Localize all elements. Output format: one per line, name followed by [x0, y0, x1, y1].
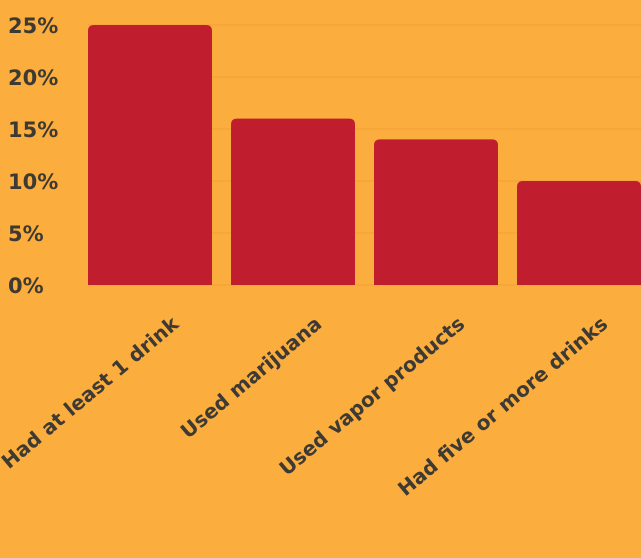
- x-category-label: Had at least 1 drink: [0, 311, 184, 473]
- bar: [231, 118, 355, 285]
- bars: [88, 25, 641, 285]
- bar: [517, 181, 641, 285]
- y-tick-label: 15%: [8, 118, 58, 142]
- x-category-label: Used marijuana: [176, 311, 327, 443]
- bar: [88, 25, 212, 285]
- y-tick-label: 0%: [8, 274, 44, 298]
- y-tick-label: 20%: [8, 66, 58, 90]
- y-axis-tick-labels: 0% 5% 10% 15% 20% 25%: [8, 14, 58, 298]
- y-tick-label: 25%: [8, 14, 58, 38]
- y-tick-label: 5%: [8, 222, 44, 246]
- bar: [374, 139, 498, 285]
- y-tick-label: 10%: [8, 170, 58, 194]
